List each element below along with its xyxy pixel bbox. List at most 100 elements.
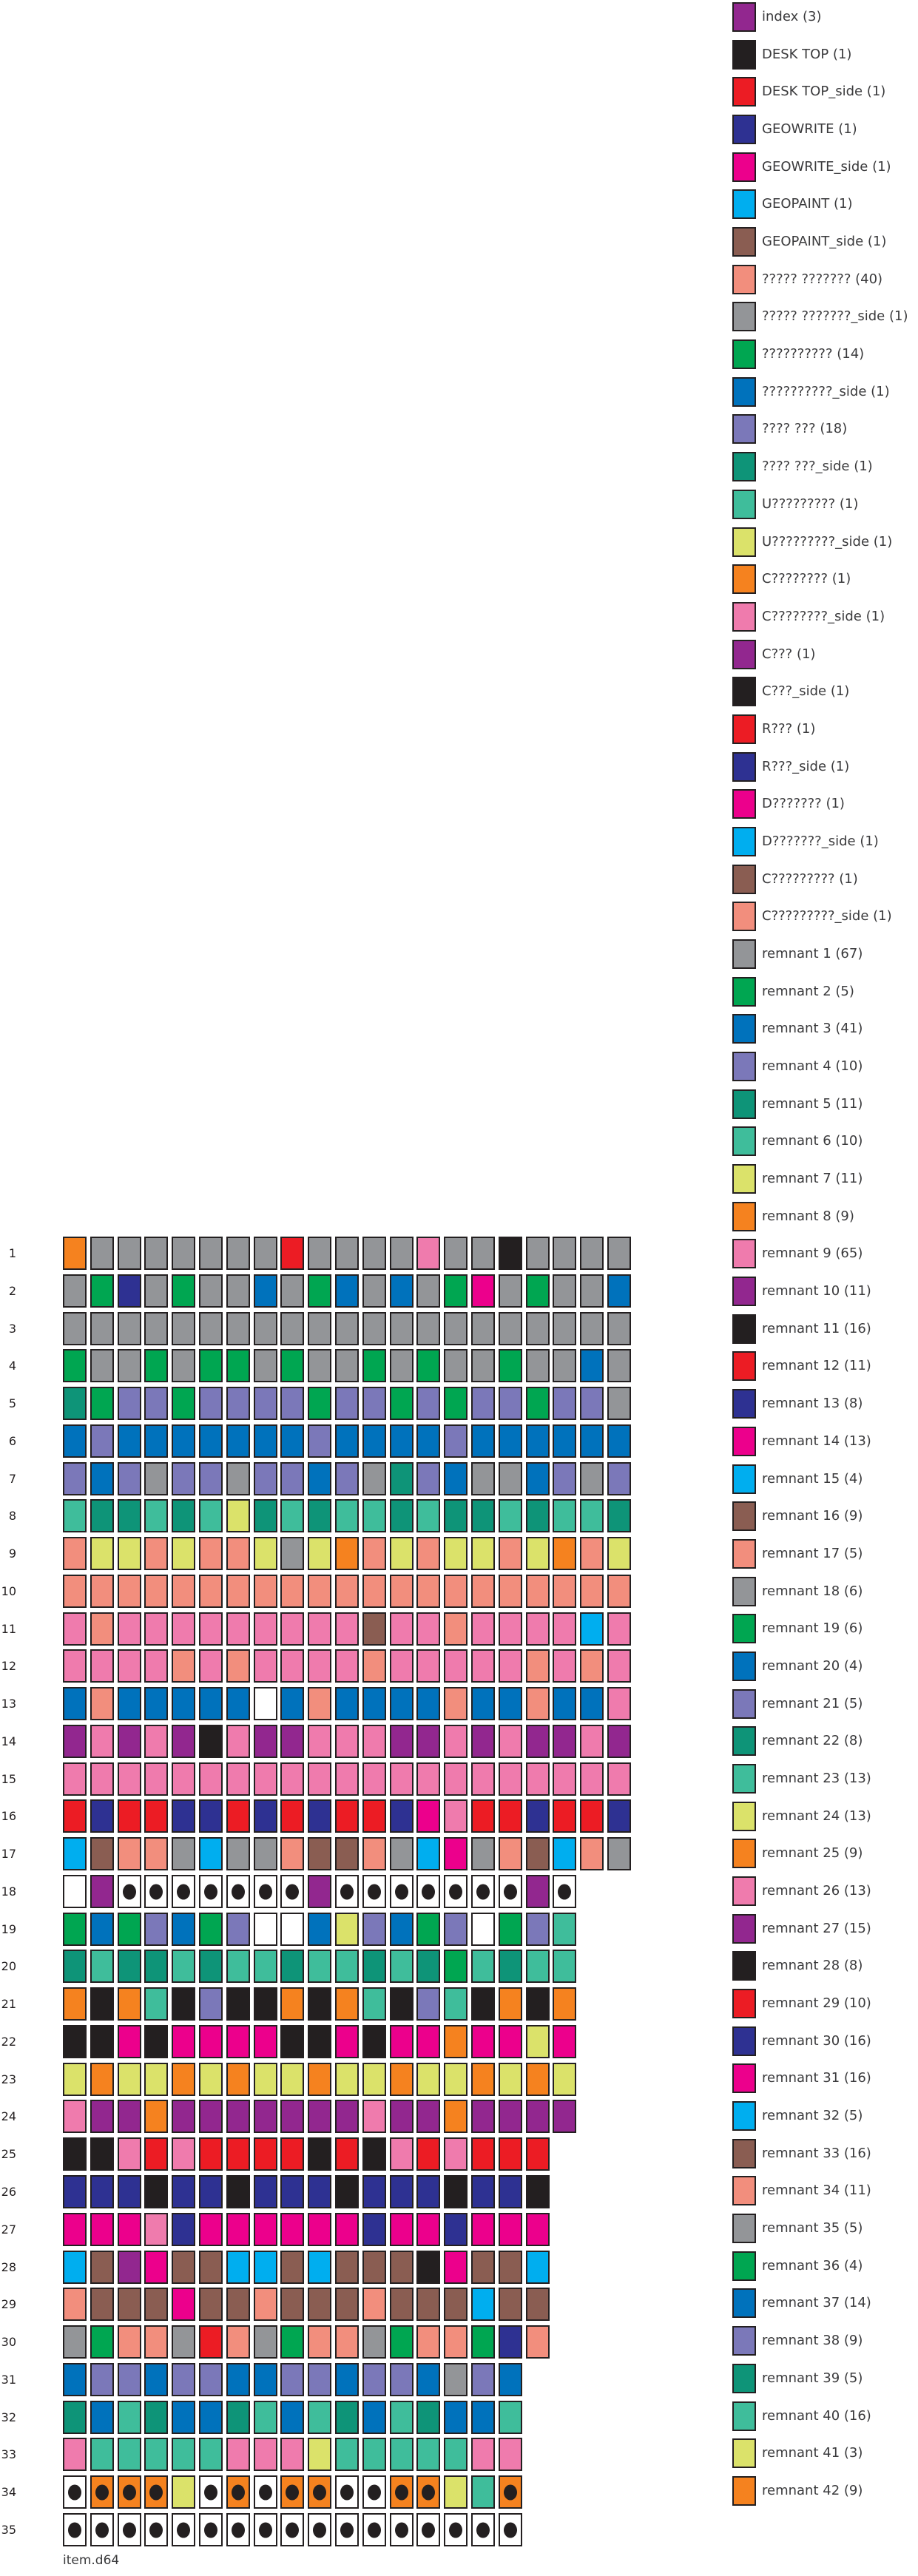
legend-label: remnant 3 (41): [762, 1021, 863, 1036]
sector-cell: [471, 2251, 495, 2284]
sector-cell: [280, 2063, 304, 2096]
sector-cell: [226, 2213, 250, 2246]
sector-cell: [308, 2513, 331, 2546]
sector-cell: [390, 2213, 414, 2246]
sector-cell: [362, 2063, 386, 2096]
free-sector-dot: [123, 2484, 136, 2500]
sector-cell: [526, 2213, 550, 2246]
sector-cell: [280, 1349, 304, 1382]
legend-swatch: [732, 752, 756, 782]
sector-cell: [444, 1612, 468, 1646]
sector-cell: [118, 2213, 141, 2246]
sector-cell: [416, 2325, 440, 2359]
legend-swatch: [732, 2176, 756, 2205]
sector-cell: [416, 2363, 440, 2396]
sector-cell: [63, 1499, 87, 1532]
legend-label: remnant 32 (5): [762, 2108, 863, 2123]
sector-cell: [416, 1913, 440, 1946]
sector-cell: [144, 1875, 168, 1908]
sector-cell: [63, 1237, 87, 1270]
sector-cell: [335, 1725, 359, 1758]
sector-cell: [362, 1875, 386, 1908]
legend-swatch: [732, 2251, 756, 2281]
track-number: 28: [1, 2260, 16, 2274]
sector-cell: [226, 1612, 250, 1646]
free-sector-dot: [95, 2484, 109, 2500]
legend-swatch: [732, 1351, 756, 1381]
legend-label: remnant 7 (11): [762, 1171, 863, 1186]
sector-cell: [335, 2137, 359, 2171]
sector-cell: [308, 2213, 331, 2246]
sector-cell: [526, 1349, 550, 1382]
sector-cell: [390, 1312, 414, 1345]
sector-cell: [90, 2438, 114, 2471]
sector-cell: [63, 2137, 87, 2171]
legend-label: remnant 35 (5): [762, 2220, 863, 2236]
sector-cell: [199, 1349, 223, 1382]
sector-cell: [90, 1687, 114, 1720]
legend-label: R???_side (1): [762, 759, 850, 774]
sector-cell: [63, 1349, 87, 1382]
sector-cell: [172, 1499, 195, 1532]
sector-cell: [362, 1349, 386, 1382]
sector-cell: [118, 1462, 141, 1495]
sector-cell: [280, 1387, 304, 1420]
sector-cell: [362, 2475, 386, 2509]
sector-cell: [199, 2213, 223, 2246]
legend-swatch: [732, 2139, 756, 2168]
sector-cell: [444, 1387, 468, 1420]
sector-cell: [63, 1274, 87, 1308]
sector-cell: [362, 2401, 386, 2434]
sector-cell: [499, 2137, 522, 2171]
sector-cell: [172, 1387, 195, 1420]
sector-cell: [580, 1762, 604, 1796]
sector-cell: [199, 2137, 223, 2171]
free-sector-dot: [476, 1884, 490, 1899]
sector-cell: [63, 1913, 87, 1946]
sector-cell: [526, 2137, 550, 2171]
track-number: 33: [1, 2447, 16, 2461]
sector-cell: [526, 1725, 550, 1758]
sector-cell: [580, 1612, 604, 1646]
sector-cell: [118, 1575, 141, 1608]
sector-cell: [226, 1312, 250, 1345]
legend-label: ???? ??? (18): [762, 421, 848, 436]
sector-cell: [280, 1762, 304, 1796]
sector-cell: [172, 1424, 195, 1458]
sector-cell: [172, 2288, 195, 2321]
sector-cell: [499, 2513, 522, 2546]
sector-cell: [362, 1649, 386, 1683]
sector-cell: [362, 1987, 386, 2021]
sector-cell: [580, 1237, 604, 1270]
sector-cell: [90, 2475, 114, 2509]
track-number: 35: [1, 2523, 16, 2537]
sector-cell: [254, 1312, 277, 1345]
sector-cell: [90, 1875, 114, 1908]
sector-cell: [362, 1725, 386, 1758]
legend-label: remnant 14 (13): [762, 1433, 871, 1449]
sector-cell: [172, 1649, 195, 1683]
legend-label: remnant 5 (11): [762, 1096, 863, 1112]
sector-cell: [335, 2288, 359, 2321]
sector-cell: [416, 1987, 440, 2021]
sector-cell: [280, 1499, 304, 1532]
sector-cell: [254, 2137, 277, 2171]
sector-cell: [144, 1424, 168, 1458]
sector-cell: [526, 2288, 550, 2321]
sector-cell: [499, 1312, 522, 1345]
free-sector-dot: [449, 2522, 462, 2538]
sector-cell: [280, 1913, 304, 1946]
sector-cell: [308, 2025, 331, 2058]
sector-cell: [416, 1537, 440, 1570]
sector-cell: [390, 2513, 414, 2546]
sector-cell: [308, 2438, 331, 2471]
sector-cell: [118, 1649, 141, 1683]
sector-cell: [308, 1799, 331, 1833]
sector-cell: [63, 1462, 87, 1495]
sector-cell: [226, 2288, 250, 2321]
sector-cell: [308, 1725, 331, 1758]
legend-label: remnant 38 (9): [762, 2333, 863, 2348]
sector-cell: [416, 1237, 440, 1270]
legend-label: remnant 16 (9): [762, 1508, 863, 1524]
sector-cell: [144, 2175, 168, 2208]
